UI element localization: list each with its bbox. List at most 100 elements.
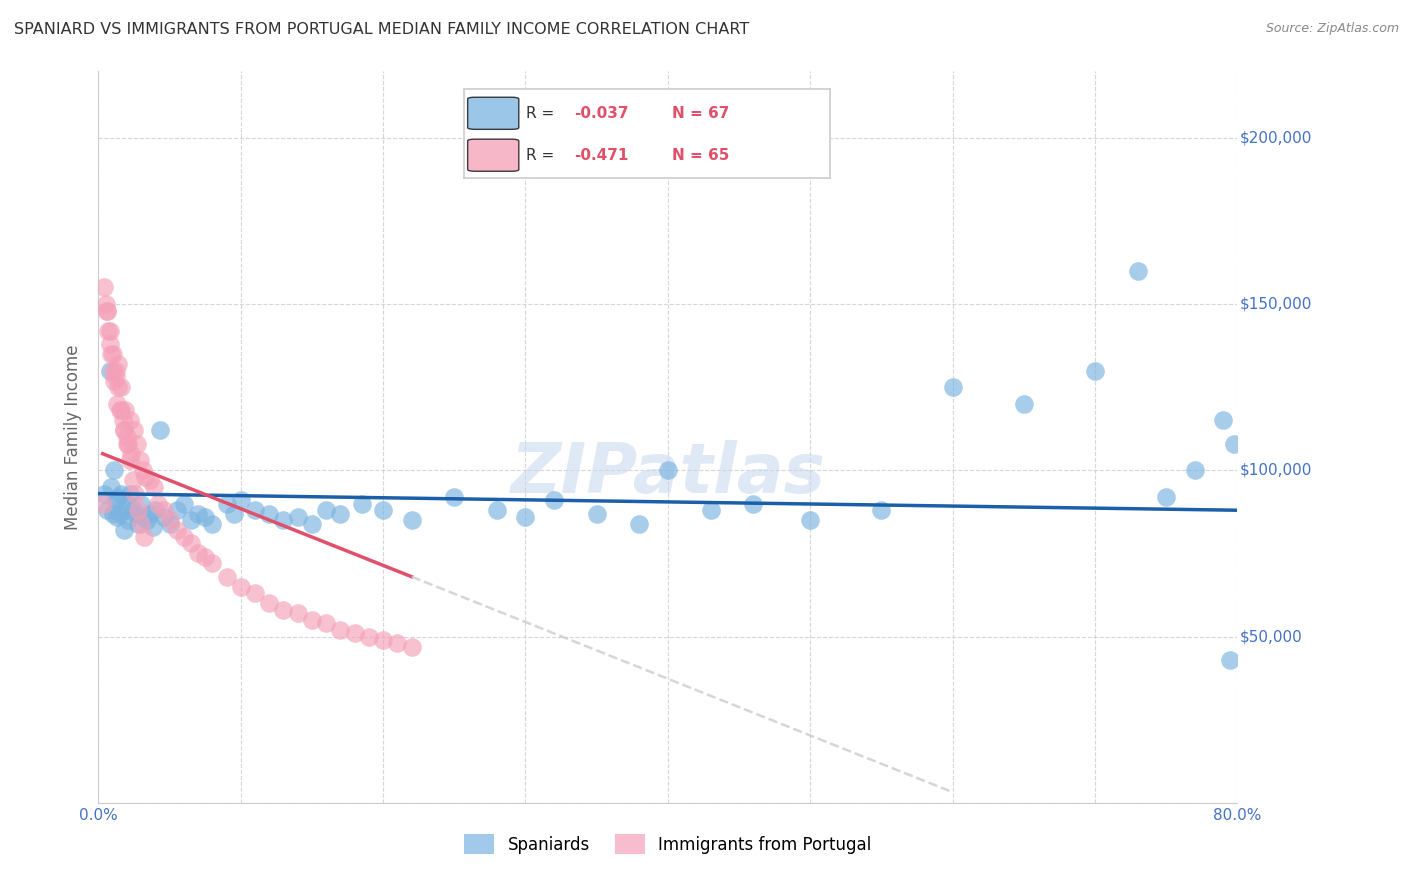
Point [115, 430, 138, 444]
Point [515, 509, 537, 524]
Point [117, 513, 139, 527]
Point [111, 413, 134, 427]
Text: SPANIARD VS IMMIGRANTS FROM PORTUGAL MEDIAN FAMILY INCOME CORRELATION CHART: SPANIARD VS IMMIGRANTS FROM PORTUGAL MED… [14, 22, 749, 37]
Text: $100,000: $100,000 [1240, 463, 1312, 478]
Point [145, 503, 167, 517]
Point [387, 636, 409, 650]
Point [585, 507, 607, 521]
Point [112, 424, 135, 438]
Point [1212, 413, 1234, 427]
Point [1012, 397, 1035, 411]
Point [173, 497, 195, 511]
Point [301, 613, 323, 627]
Point [215, 497, 238, 511]
Point [301, 516, 323, 531]
Point [166, 503, 188, 517]
Text: R =: R = [526, 106, 554, 120]
Point [201, 516, 224, 531]
Point [104, 370, 127, 384]
Point [287, 607, 309, 621]
Point [124, 486, 146, 500]
Point [100, 480, 122, 494]
FancyBboxPatch shape [468, 97, 519, 129]
Text: R =: R = [526, 148, 554, 162]
Text: -0.471: -0.471 [574, 148, 628, 162]
Point [104, 493, 127, 508]
Point [124, 507, 146, 521]
Y-axis label: Median Family Income: Median Family Income [65, 344, 83, 530]
Point [543, 493, 565, 508]
Text: N = 67: N = 67 [672, 106, 730, 120]
Point [98, 324, 121, 338]
Point [108, 507, 131, 521]
Point [243, 503, 266, 517]
Point [108, 403, 131, 417]
Point [121, 473, 143, 487]
Point [111, 503, 134, 517]
Point [315, 503, 337, 517]
Point [222, 507, 245, 521]
Point [132, 509, 155, 524]
Point [98, 363, 121, 377]
Legend: Spaniards, Immigrants from Portugal: Spaniards, Immigrants from Portugal [457, 828, 879, 860]
Point [96, 303, 118, 318]
Point [127, 503, 149, 517]
Point [401, 513, 423, 527]
Point [134, 470, 156, 484]
Point [153, 509, 176, 524]
Point [98, 337, 121, 351]
Point [94, 297, 117, 311]
Point [103, 463, 125, 477]
Point [742, 497, 765, 511]
Point [120, 447, 142, 461]
Point [187, 507, 209, 521]
Point [799, 513, 821, 527]
Point [259, 507, 281, 521]
Point [942, 380, 965, 394]
Point [1223, 436, 1246, 450]
Point [114, 403, 136, 417]
Point [118, 413, 141, 427]
Point [259, 596, 281, 610]
Point [112, 523, 135, 537]
Point [100, 347, 122, 361]
Point [142, 480, 165, 494]
Text: -0.037: -0.037 [574, 106, 628, 120]
Point [194, 509, 217, 524]
Point [180, 513, 202, 527]
Point [343, 626, 366, 640]
Point [273, 513, 295, 527]
Point [91, 497, 114, 511]
Point [329, 507, 352, 521]
Point [201, 557, 224, 571]
Point [107, 380, 129, 394]
Point [104, 363, 127, 377]
Point [350, 497, 373, 511]
Point [180, 536, 202, 550]
Point [129, 497, 152, 511]
Point [657, 463, 679, 477]
Point [486, 503, 509, 517]
Point [243, 586, 266, 600]
Point [153, 503, 176, 517]
Point [870, 503, 893, 517]
Point [107, 490, 129, 504]
Point [215, 570, 238, 584]
Point [118, 486, 141, 500]
Point [329, 623, 352, 637]
Point [141, 520, 163, 534]
Point [131, 463, 153, 477]
Point [138, 507, 160, 521]
Point [122, 424, 145, 438]
Point [187, 546, 209, 560]
Point [127, 516, 149, 531]
Point [101, 347, 124, 361]
Point [315, 616, 337, 631]
Point [287, 509, 309, 524]
Point [628, 516, 651, 531]
Text: $150,000: $150,000 [1240, 297, 1312, 311]
Point [118, 453, 141, 467]
Point [93, 280, 115, 294]
Point [1126, 264, 1149, 278]
Point [1184, 463, 1206, 477]
